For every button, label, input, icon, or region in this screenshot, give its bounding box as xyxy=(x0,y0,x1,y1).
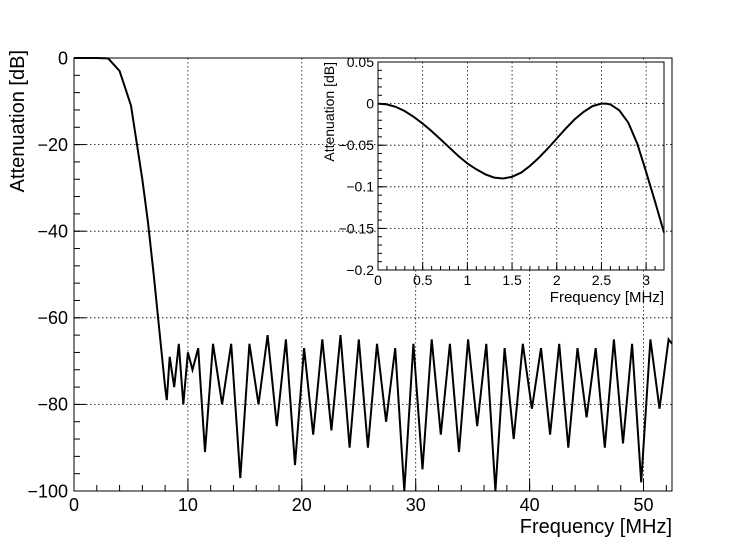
inset-xtick-label: 1.5 xyxy=(502,272,522,288)
main-ytick-label: −60 xyxy=(37,308,68,328)
inset-ytick-label: −0.05 xyxy=(339,137,375,153)
inset-xtick-label: 0.5 xyxy=(413,272,433,288)
inset-y-axis-title: Attenuation [dB] xyxy=(321,62,337,162)
main-xtick-label: 40 xyxy=(520,495,540,515)
inset-plot-frame xyxy=(377,61,665,271)
inset-xtick-label: 2.5 xyxy=(592,272,612,288)
inset-ytick-label: 0.05 xyxy=(347,54,374,70)
inset-ytick-label: −0.2 xyxy=(346,262,374,278)
main-xtick-label: 10 xyxy=(178,495,198,515)
inset-xtick-label: 3 xyxy=(642,272,650,288)
main-ytick-label: 0 xyxy=(58,48,68,68)
inset-chart: 0 0.5 1 1.5 2 2.5 3 0.05 0 −0.05 −0.1 −0.15 −0.2 Fre… xyxy=(321,54,665,306)
inset-xtick-label: 2 xyxy=(553,272,561,288)
main-xtick-label: 20 xyxy=(292,495,312,515)
inset-xtick-label: 0 xyxy=(374,272,382,288)
main-y-axis-title: Attenuation [dB] xyxy=(7,50,29,192)
inset-xtick-label: 1 xyxy=(463,272,471,288)
main-xtick-label: 30 xyxy=(406,495,426,515)
inset-ytick-label: −0.15 xyxy=(339,220,375,236)
inset-ytick-label: 0 xyxy=(366,96,374,112)
main-series-line xyxy=(74,57,673,492)
inset-tick-labels: 0 0.5 1 1.5 2 2.5 3 0.05 0 −0.05 −0.1 −0.15 −0.2 xyxy=(339,54,651,288)
main-ytick-label: −20 xyxy=(37,135,68,155)
main-ytick-label: −40 xyxy=(37,222,68,242)
main-ticks xyxy=(73,57,667,492)
main-ytick-label: −80 xyxy=(37,395,68,415)
inset-ytick-label: −0.1 xyxy=(346,179,374,195)
main-xtick-label: 50 xyxy=(634,495,654,515)
inset-x-axis-title: Frequency [MHz] xyxy=(550,289,664,306)
main-tick-labels: 0 10 20 30 40 500−20−40−60−80−100 xyxy=(27,48,653,515)
inset-series-line xyxy=(377,102,665,233)
inset-ticks xyxy=(377,61,665,271)
main-ytick-label: −100 xyxy=(27,481,68,501)
main-x-axis-title: Frequency [MHz] xyxy=(520,516,672,538)
main-xtick-label: 0 xyxy=(69,495,79,515)
inset-grid xyxy=(378,62,664,270)
